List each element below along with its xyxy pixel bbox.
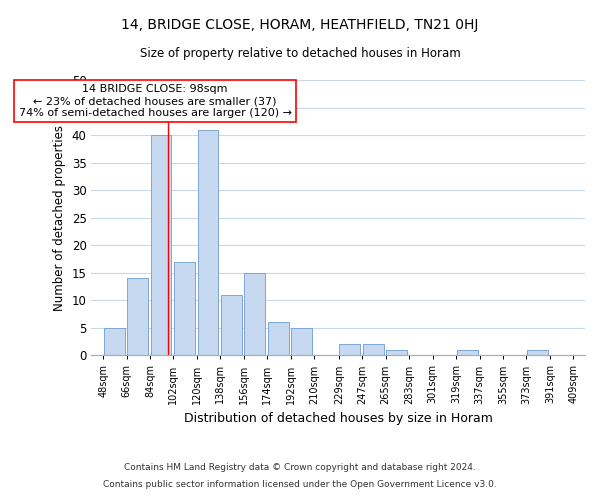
Bar (174, 262, 195, 356)
Text: Contains HM Land Registry data © Crown copyright and database right 2024.: Contains HM Land Registry data © Crown c… (124, 464, 476, 472)
Bar (127, 278, 148, 355)
Bar (104, 328, 125, 355)
Y-axis label: Number of detached properties: Number of detached properties (53, 124, 66, 310)
Bar (527, 350, 548, 356)
Bar (386, 350, 407, 356)
Bar (197, 130, 218, 356)
Bar (457, 350, 478, 356)
Bar (151, 135, 172, 356)
Bar (363, 344, 384, 356)
Bar (221, 294, 242, 356)
Bar (268, 322, 289, 356)
Text: Contains public sector information licensed under the Open Government Licence v3: Contains public sector information licen… (103, 480, 497, 489)
Bar (244, 272, 265, 355)
X-axis label: Distribution of detached houses by size in Horam: Distribution of detached houses by size … (184, 412, 493, 425)
Text: Size of property relative to detached houses in Horam: Size of property relative to detached ho… (140, 48, 460, 60)
Text: 14 BRIDGE CLOSE: 98sqm
← 23% of detached houses are smaller (37)
74% of semi-det: 14 BRIDGE CLOSE: 98sqm ← 23% of detached… (19, 84, 292, 117)
Bar (292, 328, 312, 355)
Bar (340, 344, 361, 356)
Text: 14, BRIDGE CLOSE, HORAM, HEATHFIELD, TN21 0HJ: 14, BRIDGE CLOSE, HORAM, HEATHFIELD, TN2… (121, 18, 479, 32)
